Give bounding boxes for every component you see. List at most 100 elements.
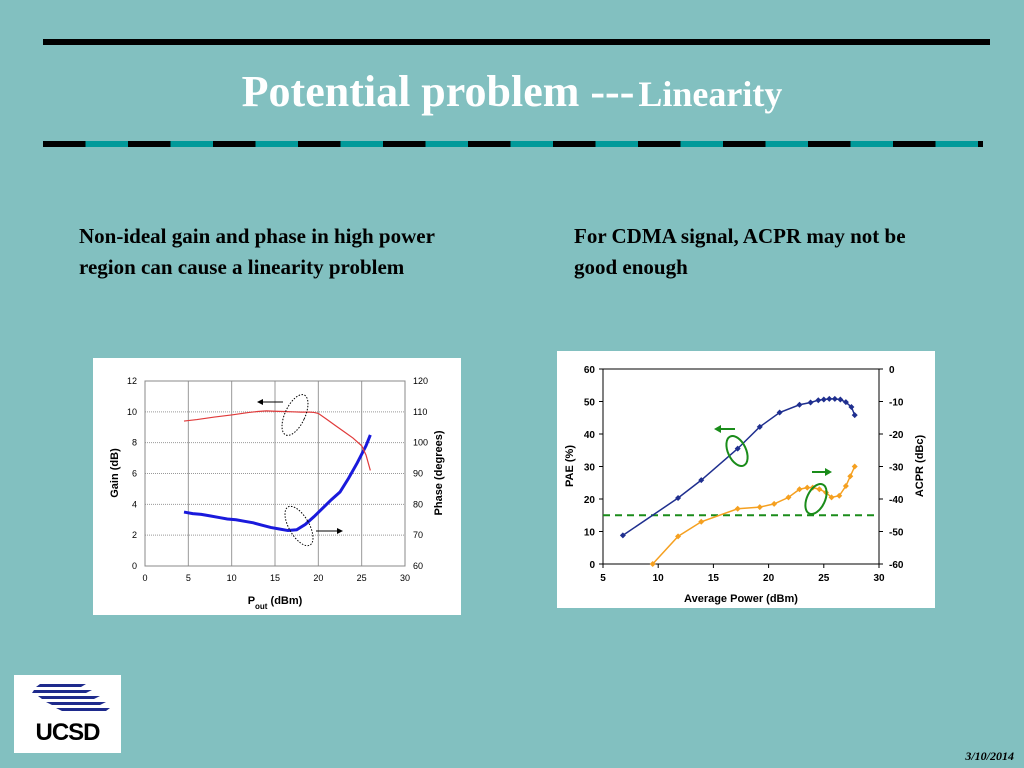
bullet-right: For CDMA signal, ACPR may not be good en… [574, 224, 906, 279]
pae-data-point [820, 396, 827, 403]
acpr-data-point [851, 463, 858, 470]
phase-annotation-ellipse [281, 394, 309, 436]
x-tick-label: 20 [313, 573, 323, 583]
y2-tick-label: -60 [889, 560, 904, 571]
y2-tick-label: 120 [413, 376, 428, 386]
pae-data-point [675, 495, 682, 502]
pae-series-line [622, 398, 856, 537]
acpr-data-point [734, 505, 741, 512]
pae-data-point [826, 395, 833, 402]
x-tick-label: 25 [357, 573, 367, 583]
pae-acpr-chart: 5 10 15 20 25 30 0 10 20 30 40 50 60 -60 -50 -40 -30 -20 -… [557, 351, 935, 608]
x-tick-label: 30 [400, 573, 410, 583]
x-tick-label: 20 [763, 573, 775, 584]
y-axis-label: Gain (dB) [109, 448, 121, 498]
gain-annotation-ellipse [284, 505, 314, 547]
y2-tick-label: 90 [413, 469, 423, 479]
pae-annotation-ellipse [725, 435, 749, 467]
acpr-data-point [785, 494, 792, 501]
acpr-data-point [756, 504, 763, 511]
logo-text: UCSD [35, 719, 100, 746]
slide-date: 3/10/2014 [965, 749, 1014, 763]
right-arrow-icon [812, 468, 832, 476]
y-tick-label: 4 [132, 499, 137, 509]
ucsd-logo: UCSD [14, 675, 121, 753]
y2-tick-label: -10 [889, 398, 904, 409]
dash-segment [510, 141, 553, 147]
y2-axis-label: Phase (degrees) [433, 430, 445, 515]
y2-axis-label: ACPR (dBc) [914, 435, 926, 498]
dash-segment [723, 141, 766, 147]
x-tick-label: 5 [600, 573, 606, 584]
y2-tick-label: -30 [889, 463, 904, 474]
acpr-annotation-ellipse [804, 483, 828, 515]
dashed-divider [43, 141, 983, 147]
x-tick-label: 10 [653, 573, 665, 584]
y-tick-label: 0 [589, 560, 595, 571]
dash-segment [425, 141, 468, 147]
y-tick-label: 0 [132, 561, 137, 571]
acpr-data-point [816, 486, 823, 493]
ucsd-logo-mark-icon [32, 684, 110, 711]
right-arrow-icon [316, 528, 343, 534]
y2-tick-label: 70 [413, 530, 423, 540]
acpr-data-point [649, 561, 656, 567]
pae-data-point [756, 423, 763, 430]
y2-tick-label: -40 [889, 495, 904, 506]
pae-data-point [842, 399, 849, 406]
acpr-data-point [771, 500, 778, 507]
x-tick-label: 15 [708, 573, 720, 584]
dash-segment [468, 141, 511, 147]
dash-segment [255, 141, 298, 147]
y2-tick-label: 60 [413, 561, 423, 571]
title-sub: Linearity [638, 74, 783, 114]
gain-phase-chart-svg: 0 5 10 15 20 25 30 0 2 4 6 8 10 12 60 70 80 90 100 110 120 G… [109, 376, 445, 611]
x-axis-label: Pout (dBm) [248, 595, 303, 611]
dash-segment [383, 141, 426, 147]
dash-segment [638, 141, 681, 147]
dash-segment [213, 141, 256, 147]
y-tick-label: 20 [584, 495, 596, 506]
y-tick-label: 2 [132, 530, 137, 540]
pae-data-point [807, 399, 814, 406]
x-tick-label: 10 [227, 573, 237, 583]
x-tick-label: 0 [142, 573, 147, 583]
left-arrow-icon [714, 425, 735, 433]
pae-data-point [815, 397, 822, 404]
y-axis-label: PAE (%) [564, 445, 576, 487]
pae-data-point [837, 396, 844, 403]
dash-segment [978, 141, 983, 147]
dash-segment [595, 141, 638, 147]
x-tick-label: 5 [186, 573, 191, 583]
dash-segment [935, 141, 978, 147]
dash-segment [128, 141, 171, 147]
dash-segment [808, 141, 851, 147]
y-tick-label: 12 [127, 376, 137, 386]
acpr-data-point [842, 483, 849, 489]
dash-segment [553, 141, 596, 147]
acpr-data-point [796, 486, 803, 493]
dash-segment [85, 141, 128, 147]
x-tick-label: 25 [818, 573, 830, 584]
pae-data-point [734, 445, 741, 452]
acpr-data-point [836, 492, 843, 499]
y-tick-label: 8 [132, 438, 137, 448]
acpr-data-point [828, 494, 835, 501]
pae-data-point [848, 404, 855, 411]
acpr-data-point [698, 518, 705, 525]
x-axis-label: Average Power (dBm) [684, 593, 798, 605]
dash-segment [340, 141, 383, 147]
y-tick-label: 6 [132, 469, 137, 479]
dash-segment [850, 141, 893, 147]
y2-tick-label: 110 [413, 407, 427, 417]
dash-segment [43, 141, 86, 147]
pae-data-point [698, 477, 705, 484]
y-tick-label: 50 [584, 398, 596, 409]
bullet-left: Non-ideal gain and phase in high power r… [79, 224, 435, 279]
dash-segment [170, 141, 213, 147]
acpr-data-point [675, 533, 682, 540]
y-tick-label: 10 [127, 407, 137, 417]
phase-series-line [183, 410, 371, 471]
pae-data-point [796, 401, 803, 408]
y2-tick-label: 100 [413, 438, 428, 448]
